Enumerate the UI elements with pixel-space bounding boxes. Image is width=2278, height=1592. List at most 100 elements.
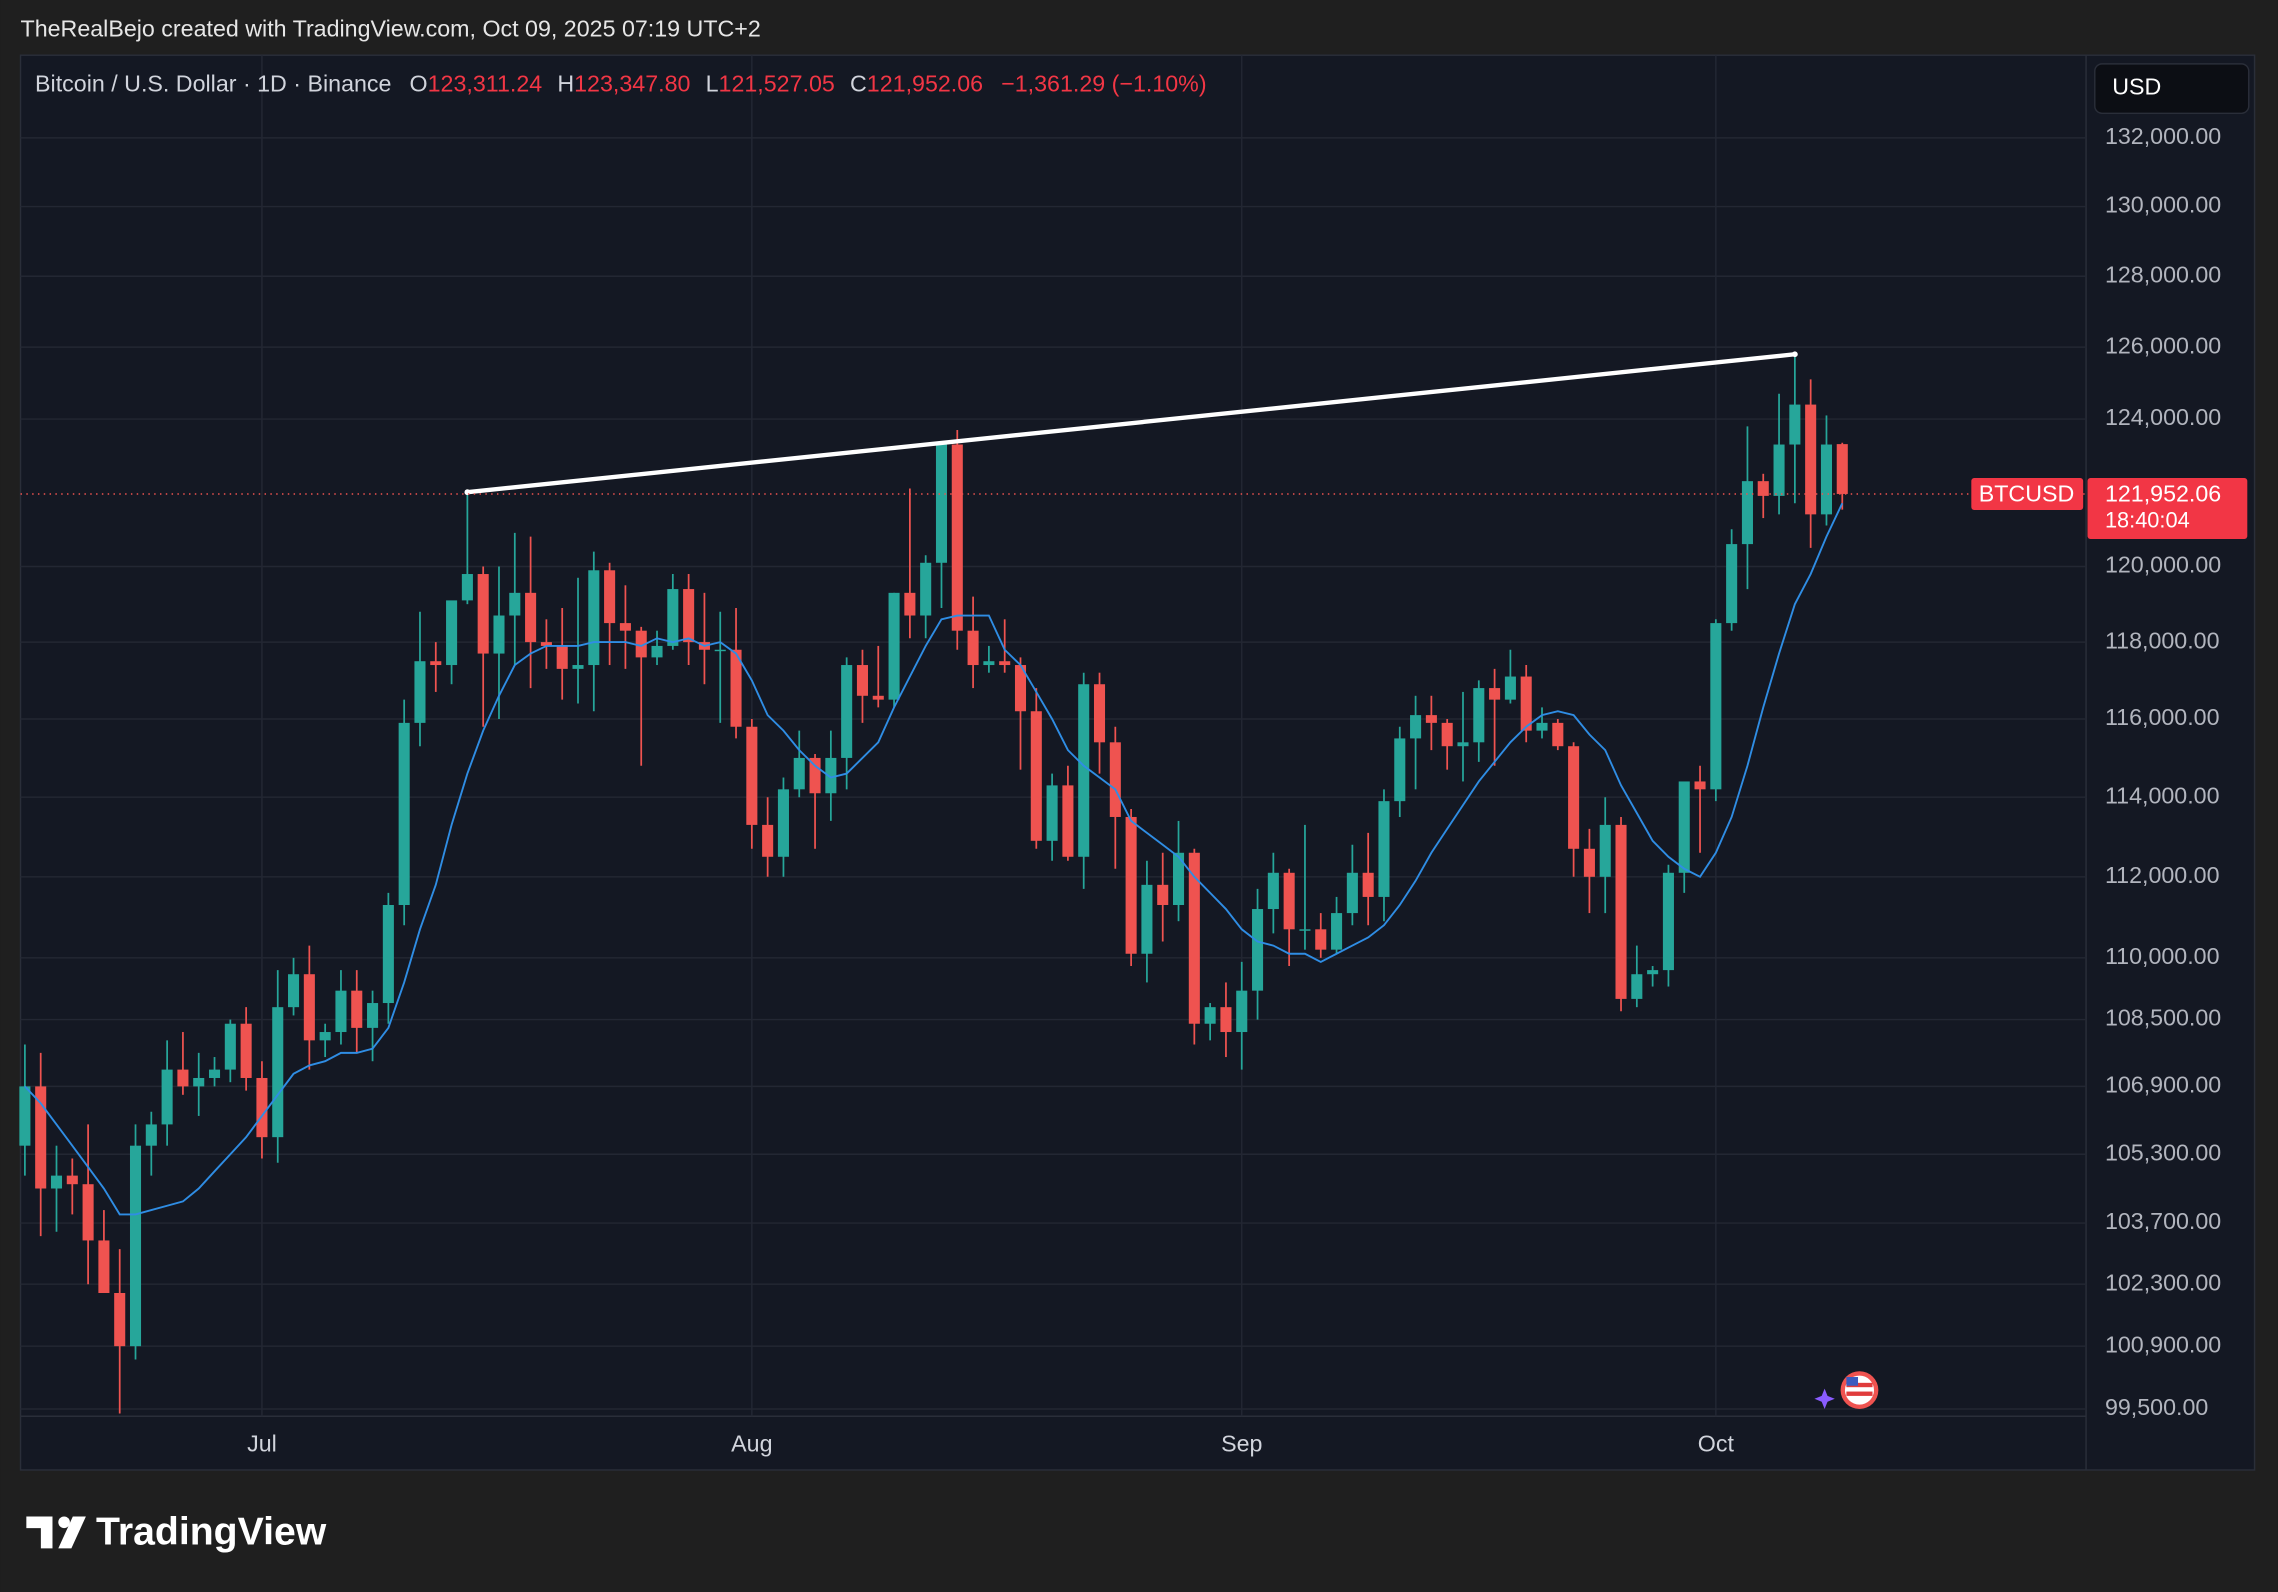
y-tick-label: 106,900.00 <box>2105 1072 2221 1098</box>
candle-body <box>967 630 979 666</box>
candle-body <box>1157 884 1169 905</box>
y-tick-label: 126,000.00 <box>2105 332 2221 358</box>
candle-body <box>1125 816 1137 954</box>
candle-body <box>651 645 663 658</box>
ohlc-letter: L <box>706 71 719 97</box>
flag-stripe <box>1846 1382 1873 1388</box>
y-tick-label: 99,500.00 <box>2105 1394 2208 1420</box>
candle-body <box>382 904 394 1004</box>
candle-body <box>1615 824 1627 999</box>
y-tick-label: 105,300.00 <box>2105 1139 2221 1165</box>
candle-body <box>983 661 995 666</box>
candle-body <box>1631 974 1643 999</box>
x-tick-label: Sep <box>1221 1430 1262 1456</box>
candle-body <box>1473 688 1485 743</box>
candle-body <box>809 757 821 794</box>
candle-body <box>1315 929 1327 950</box>
candle-body <box>1141 884 1153 954</box>
y-tick-label: 118,000.00 <box>2105 627 2220 653</box>
candle-body <box>1425 715 1437 723</box>
candle-body <box>1331 913 1343 950</box>
candle-body <box>50 1175 63 1189</box>
candle-body <box>1188 852 1200 1024</box>
candle-body <box>525 592 537 643</box>
candle-body <box>1062 785 1074 857</box>
currency[interactable]: USD <box>2112 74 2161 100</box>
candle-body <box>1252 909 1264 991</box>
candle-body <box>98 1240 110 1293</box>
candle-body <box>1220 1007 1232 1033</box>
candle-body <box>604 570 616 624</box>
candle-body <box>303 974 315 1041</box>
candle-body <box>1078 684 1090 857</box>
candle-body <box>683 589 695 643</box>
countdown-label: 18:40:04 <box>2105 507 2190 532</box>
candle-body <box>1299 929 1311 931</box>
flag-stripe <box>1846 1391 1873 1396</box>
candle-body <box>714 649 726 652</box>
candle-body <box>1093 684 1106 743</box>
candle-body <box>841 665 853 758</box>
header: TheRealBejo created with TradingView.com… <box>21 16 761 42</box>
candle-body <box>1441 722 1453 747</box>
candle-body <box>888 592 900 700</box>
candle-body <box>398 722 410 905</box>
candle-body <box>240 1023 252 1078</box>
candle-body <box>19 1086 31 1146</box>
ohlc-value: 121,952.06 <box>867 71 983 97</box>
logo: TradingView <box>26 1510 327 1553</box>
trendline-anchor <box>1791 351 1798 358</box>
candle-body <box>1726 544 1738 624</box>
candle-body <box>477 574 489 654</box>
candle-body <box>1520 676 1532 731</box>
candle-body <box>1489 688 1501 700</box>
candle-body <box>935 444 948 563</box>
moving-average <box>24 502 1844 1216</box>
candle-body <box>430 661 442 666</box>
candle-body <box>777 789 789 857</box>
candle-body <box>1504 676 1516 700</box>
candle-body <box>1662 872 1674 971</box>
candle-body <box>904 592 916 616</box>
candle-body <box>872 695 884 700</box>
candle-body <box>856 665 868 696</box>
candle-body <box>145 1124 157 1146</box>
y-tick-label: 128,000.00 <box>2105 261 2221 287</box>
candle-body <box>161 1069 173 1125</box>
y-tick-label: 100,900.00 <box>2105 1331 2221 1357</box>
candle-body <box>1789 404 1801 445</box>
candle-body <box>1773 444 1785 496</box>
candle-body <box>1046 785 1058 841</box>
candle-body <box>177 1069 189 1087</box>
candle-body <box>509 592 521 616</box>
candle-body <box>1410 715 1422 739</box>
candle-body <box>461 574 473 601</box>
y-tick-label: 130,000.00 <box>2105 192 2221 218</box>
candle-body <box>1346 872 1358 914</box>
candle-body <box>1678 781 1690 873</box>
candle-body <box>1109 742 1121 817</box>
candle-body <box>1172 852 1185 905</box>
price-label: 121,952.06 <box>2105 481 2221 507</box>
ohlc-letter: C <box>850 71 867 97</box>
candle-body <box>1457 742 1469 747</box>
x-tick-label: Jul <box>247 1430 277 1456</box>
candle-body <box>1204 1007 1216 1024</box>
candle-body <box>351 990 363 1028</box>
candle-body <box>66 1175 78 1185</box>
currency-button[interactable] <box>2094 63 2250 115</box>
candle-body <box>1394 738 1406 802</box>
candle-body <box>1362 872 1374 897</box>
candle-body <box>1568 746 1580 849</box>
candle-body <box>793 757 805 790</box>
symbol-title: Bitcoin / U.S. Dollar · 1D · Binance <box>35 71 391 97</box>
y-tick-label: 114,000.00 <box>2105 782 2220 808</box>
candle-body <box>272 1007 284 1138</box>
candle-body <box>1552 722 1564 747</box>
candle-body <box>1836 444 1848 494</box>
candle-body <box>730 649 742 727</box>
candle-body <box>588 570 600 666</box>
symbol-badge <box>1971 477 2084 510</box>
